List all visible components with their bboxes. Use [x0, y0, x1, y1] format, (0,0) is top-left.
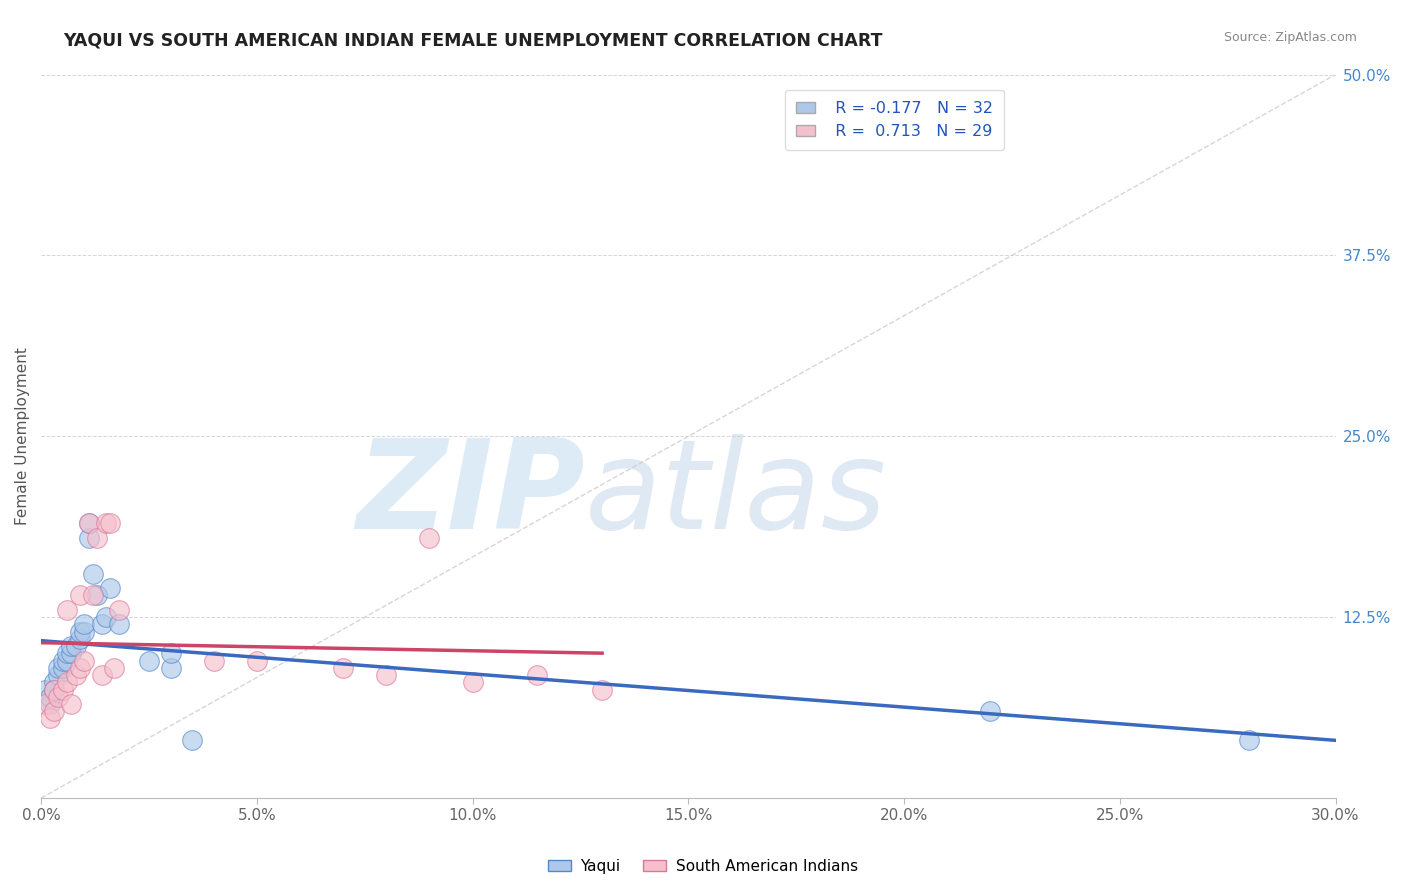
Point — [461, 675, 484, 690]
Point — [56, 675, 79, 690]
Point — [98, 516, 121, 530]
Point — [69, 624, 91, 639]
Point — [591, 682, 613, 697]
Point — [69, 661, 91, 675]
Point — [107, 603, 129, 617]
Point — [38, 711, 60, 725]
Point — [65, 668, 87, 682]
Legend: Yaqui, South American Indians: Yaqui, South American Indians — [543, 853, 863, 880]
Point — [159, 661, 181, 675]
Point — [77, 516, 100, 530]
Point — [69, 632, 91, 646]
Text: ZIP: ZIP — [356, 434, 585, 555]
Y-axis label: Female Unemployment: Female Unemployment — [15, 347, 30, 525]
Point — [90, 668, 112, 682]
Point — [979, 704, 1001, 718]
Point — [56, 654, 79, 668]
Point — [60, 646, 83, 660]
Text: Source: ZipAtlas.com: Source: ZipAtlas.com — [1223, 31, 1357, 45]
Legend:   R = -0.177   N = 32,   R =  0.713   N = 29: R = -0.177 N = 32, R = 0.713 N = 29 — [785, 90, 1004, 150]
Point — [48, 668, 70, 682]
Point — [48, 690, 70, 704]
Point — [1239, 733, 1261, 747]
Point — [181, 733, 204, 747]
Point — [82, 589, 104, 603]
Point — [94, 610, 117, 624]
Point — [73, 617, 96, 632]
Point — [60, 697, 83, 711]
Point — [73, 654, 96, 668]
Point — [52, 661, 75, 675]
Point — [103, 661, 125, 675]
Point — [77, 531, 100, 545]
Point — [42, 704, 65, 718]
Point — [56, 646, 79, 660]
Point — [42, 682, 65, 697]
Point — [90, 617, 112, 632]
Point — [34, 697, 56, 711]
Point — [73, 624, 96, 639]
Point — [38, 697, 60, 711]
Point — [138, 654, 160, 668]
Point — [107, 617, 129, 632]
Point — [77, 516, 100, 530]
Point — [52, 654, 75, 668]
Point — [86, 531, 108, 545]
Point — [65, 639, 87, 653]
Point — [202, 654, 225, 668]
Point — [98, 581, 121, 595]
Point — [52, 682, 75, 697]
Point — [48, 661, 70, 675]
Point — [526, 668, 548, 682]
Point — [418, 531, 440, 545]
Point — [60, 639, 83, 653]
Point — [375, 668, 398, 682]
Point — [159, 646, 181, 660]
Point — [94, 516, 117, 530]
Point — [332, 661, 354, 675]
Text: YAQUI VS SOUTH AMERICAN INDIAN FEMALE UNEMPLOYMENT CORRELATION CHART: YAQUI VS SOUTH AMERICAN INDIAN FEMALE UN… — [63, 31, 883, 49]
Point — [42, 675, 65, 690]
Point — [56, 603, 79, 617]
Point — [82, 566, 104, 581]
Point — [86, 589, 108, 603]
Point — [34, 682, 56, 697]
Text: atlas: atlas — [585, 434, 887, 555]
Point — [246, 654, 269, 668]
Point — [38, 690, 60, 704]
Point — [69, 589, 91, 603]
Point — [42, 682, 65, 697]
